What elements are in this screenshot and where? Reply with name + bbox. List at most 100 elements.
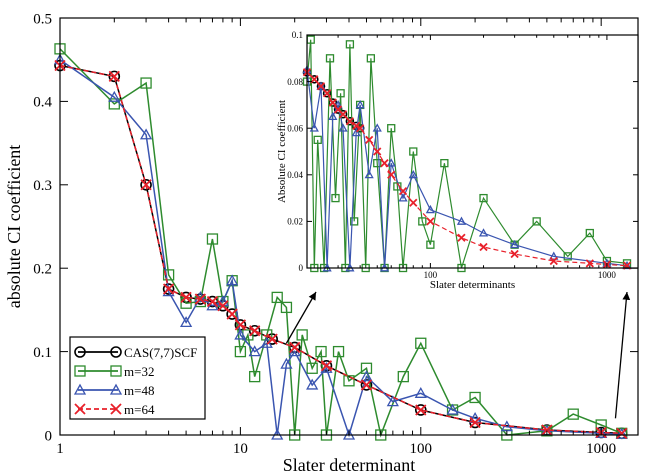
main-point-3-15 [415, 404, 427, 416]
inset-point-2-15 [408, 169, 418, 179]
inset-point-1-28 [585, 228, 594, 238]
main-point-1-27 [469, 391, 481, 404]
main-point-0-2 [140, 179, 152, 191]
main-point-2-4 [179, 316, 193, 328]
main-point-2-20 [414, 386, 427, 398]
inset-ytick-label-5: 0.1 [292, 30, 303, 40]
inset-point-3-20 [549, 256, 558, 266]
arrow-right [614, 291, 631, 419]
main-point-3-13 [320, 360, 333, 372]
legend-marker-a-3 [74, 403, 86, 415]
legend-label-0: CAS(7,7)SCF [124, 345, 197, 360]
inset-point-3-17 [457, 233, 466, 242]
main-point-3-2 [140, 179, 152, 191]
main-point-3-16 [469, 416, 481, 429]
main-point-2-26 [615, 427, 628, 439]
legend-marker-b-2 [109, 383, 123, 395]
inset-point-3-9 [356, 124, 365, 133]
inset-y-axis-label: Absolute CI coefficient [276, 100, 288, 203]
main-point-3-4 [180, 291, 192, 304]
inset-point-2-20 [549, 251, 559, 260]
main-point-3-11 [266, 333, 278, 345]
main-point-1-18 [315, 345, 327, 358]
inset-point-2-1 [309, 123, 319, 132]
main-point-2-21 [446, 403, 459, 415]
main-series-line-2 [59, 59, 622, 438]
inset-point-2-11 [372, 123, 382, 132]
legend-marker-b-0 [110, 346, 122, 358]
inset-xtick-label-1: 1000 [598, 270, 617, 280]
inset-point-1-26 [532, 217, 541, 226]
main-point-1-11 [249, 370, 261, 383]
main-point-3-3 [162, 283, 175, 295]
main-point-3-7 [217, 300, 229, 312]
main-point-2-15 [306, 378, 319, 390]
legend-marker-a-0 [74, 346, 86, 358]
inset-ytick-label-4: 0.08 [287, 77, 303, 87]
legend-entry-0: CAS(7,7)SCF [74, 345, 197, 360]
inset-point-2-5 [333, 100, 343, 109]
main-point-3-9 [234, 319, 247, 331]
main-point-1-3 [162, 269, 175, 281]
inset-point-3-3 [322, 89, 332, 98]
inset-point-3-6 [338, 110, 348, 119]
inset-point-1-20 [418, 217, 427, 226]
inset-point-1-13 [366, 54, 376, 63]
inset-point-3-16 [426, 217, 435, 226]
main-point-1-25 [415, 337, 427, 349]
main-point-2-10 [248, 345, 261, 357]
main-point-0-1 [108, 70, 121, 83]
annotation-arrows [285, 291, 631, 419]
inset-point-3-11 [373, 147, 382, 156]
main-point-2-19 [386, 395, 399, 407]
inset-point-1-14 [373, 158, 382, 168]
inset-point-3-13 [387, 170, 396, 179]
inset-point-2-14 [398, 193, 408, 202]
arrow-left [285, 291, 317, 344]
main-point-0-14 [360, 379, 373, 391]
main-point-1-24 [397, 370, 409, 383]
inset-point-2-6 [338, 123, 348, 132]
inset-point-1-5 [325, 54, 335, 63]
inset-point-1-6 [331, 193, 340, 203]
main-point-1-17 [306, 362, 318, 374]
main-ytick-label-1: 0.1 [33, 345, 52, 361]
legend-marker-a-1 [74, 365, 86, 377]
main-point-2-13 [280, 357, 293, 369]
inset-ytick-label-2: 0.04 [287, 170, 303, 180]
legend-label-3: m=64 [124, 402, 155, 417]
main-xtick-label-0: 1 [56, 441, 64, 457]
main-point-1-14 [280, 301, 293, 314]
main-series-line-3 [59, 64, 622, 435]
inset-point-1-16 [387, 124, 396, 133]
main-point-1-6 [206, 233, 219, 245]
inset-point-2-9 [355, 100, 365, 109]
inset-xtick-label-0: 100 [424, 270, 438, 280]
inset-point-3-21 [585, 259, 594, 268]
inset-point-1-10 [350, 217, 359, 226]
legend-label-2: m=48 [124, 383, 154, 398]
main-y-axis-label: absolute CI coefficient [4, 145, 24, 309]
legend-entry-2: m=48 [73, 383, 154, 398]
inset-point-3-8 [352, 121, 361, 131]
inset-point-2-8 [351, 128, 361, 137]
inset-point-3-18 [479, 242, 488, 252]
main-point-1-2 [140, 77, 152, 89]
main-point-1-16 [296, 329, 308, 341]
inset-point-2-13 [386, 158, 396, 167]
main-point-1-20 [332, 345, 345, 358]
inset-point-3-4 [328, 98, 337, 107]
legend-entry-1: m=32 [74, 364, 154, 379]
inset-point-3-12 [380, 159, 389, 168]
main-point-3-12 [289, 341, 301, 354]
inset-point-2-19 [510, 239, 520, 249]
inset-plot-frame [306, 34, 639, 269]
main-x-axis-label: Slater determinant [283, 455, 415, 475]
inset-point-1-24 [479, 193, 488, 203]
main-point-0-10 [248, 324, 261, 337]
inset-point-2-16 [425, 204, 435, 214]
legend-marker-b-3 [110, 403, 122, 415]
main-point-3-19 [616, 427, 628, 439]
main-ytick-label-0: 0 [45, 428, 53, 444]
main-xtick-label-2: 100 [410, 441, 433, 457]
